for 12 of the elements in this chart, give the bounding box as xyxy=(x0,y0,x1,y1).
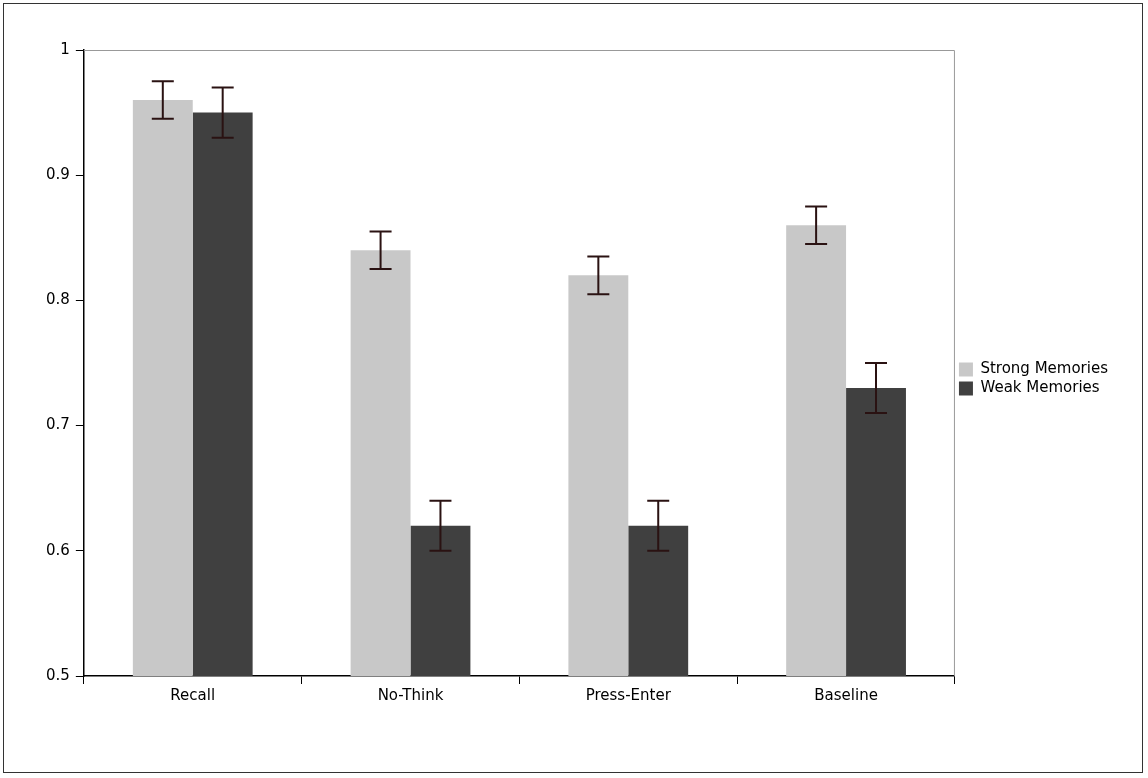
x-tick-label: Recall xyxy=(170,685,216,704)
y-tick-label: 1 xyxy=(60,39,70,58)
legend-label: Weak Memories xyxy=(980,378,1100,397)
x-tick-label: No-Think xyxy=(377,685,444,704)
y-tick-label: 0.5 xyxy=(46,665,70,684)
y-tick-label: 0.7 xyxy=(46,415,70,434)
x-tick-label: Press-Enter xyxy=(585,685,672,704)
x-tick-label: Baseline xyxy=(814,685,878,704)
legend-label: Strong Memories xyxy=(980,359,1109,378)
y-tick-label: 0.6 xyxy=(46,540,70,559)
y-tick-label: 0.9 xyxy=(46,165,70,184)
y-tick-label: 0.8 xyxy=(46,290,70,309)
